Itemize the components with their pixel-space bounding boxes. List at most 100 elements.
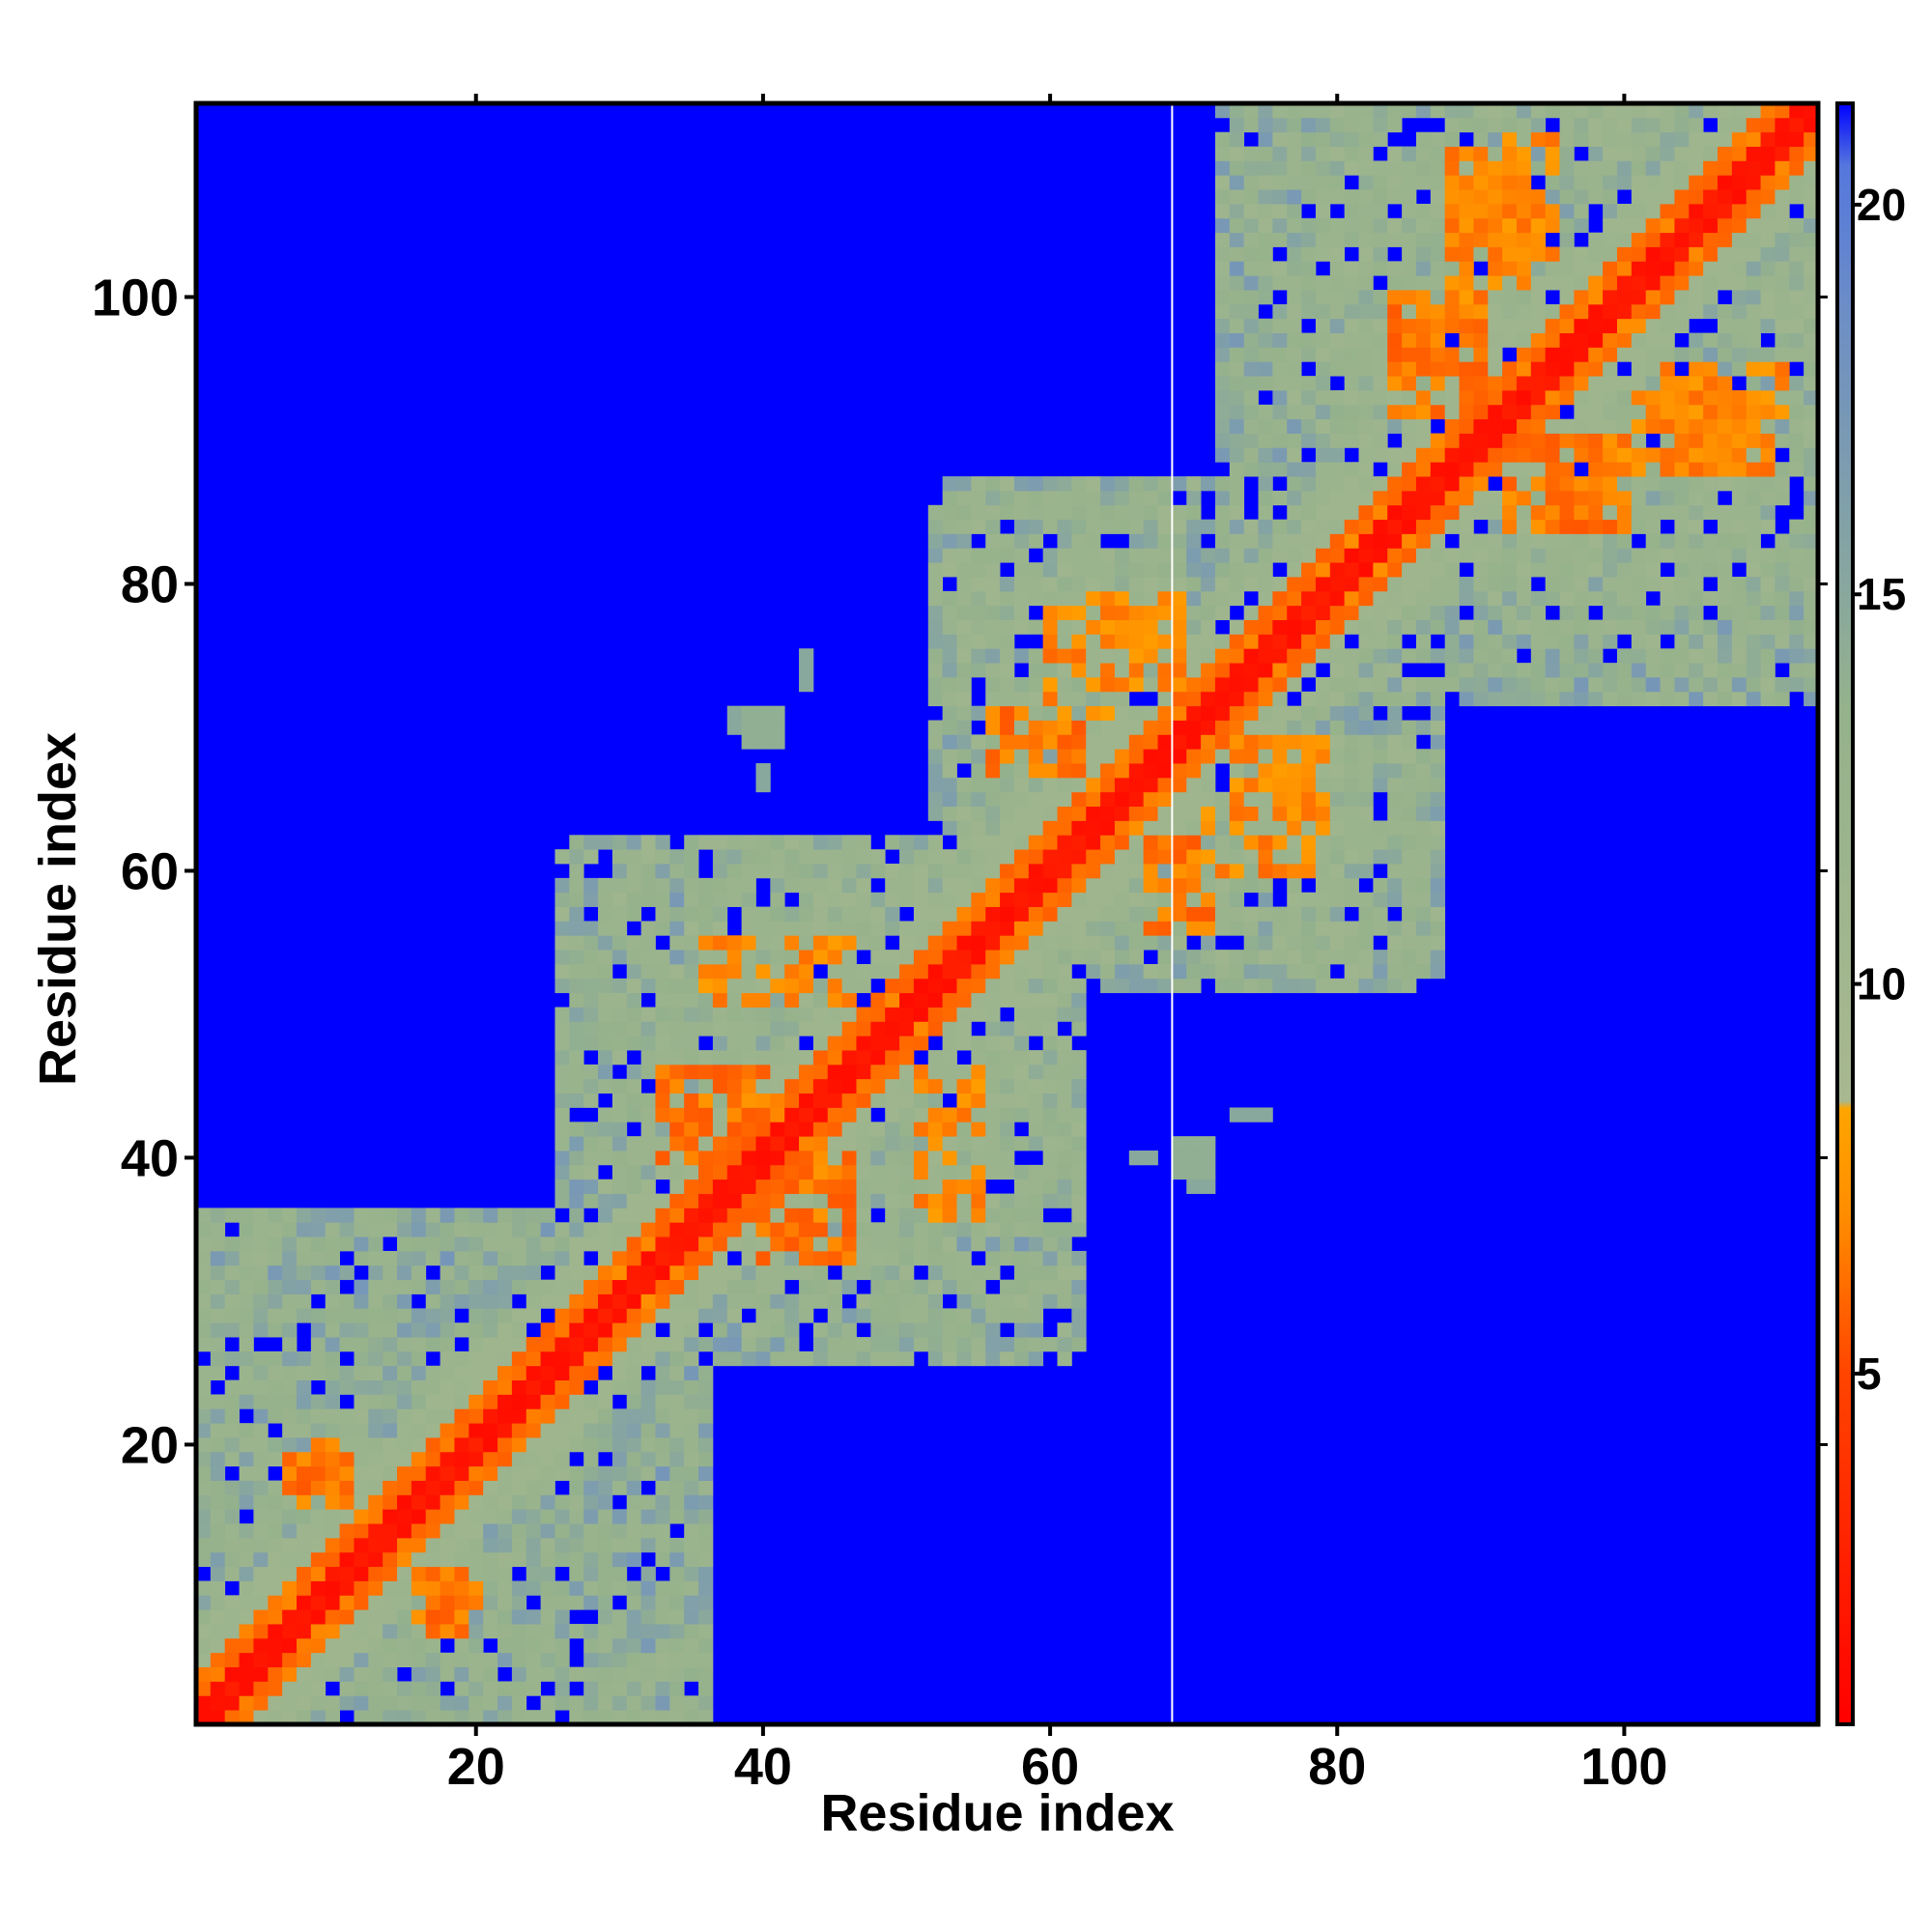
- heatmap-cell: [1616, 462, 1633, 477]
- heatmap-cell: [196, 1365, 212, 1381]
- heatmap-cell: [870, 1036, 886, 1051]
- heatmap-cell: [1444, 676, 1460, 693]
- heatmap-cell: [297, 1523, 312, 1539]
- heatmap-cell: [611, 1480, 628, 1495]
- heatmap-cell: [1100, 864, 1116, 879]
- heatmap-cell: [1459, 476, 1474, 492]
- heatmap-cell: [971, 1279, 986, 1294]
- heatmap-cell: [1186, 476, 1202, 492]
- heatmap-cell: [1315, 131, 1331, 147]
- heatmap-cell: [669, 1451, 685, 1467]
- heatmap-cell: [669, 1637, 685, 1654]
- heatmap-cell: [1028, 1250, 1044, 1266]
- heatmap-cell: [411, 1566, 427, 1581]
- heatmap-cell: [1631, 347, 1647, 362]
- heatmap-cell: [956, 476, 972, 492]
- heatmap-cell: [1344, 519, 1359, 534]
- heatmap-cell: [626, 1580, 642, 1596]
- heatmap-cell: [1042, 835, 1058, 850]
- heatmap-cell: [1473, 634, 1489, 649]
- heatmap-cell: [1258, 189, 1273, 205]
- heatmap-cell: [1731, 590, 1747, 607]
- heatmap-cell: [569, 849, 584, 865]
- heatmap-cell: [1057, 1179, 1072, 1194]
- heatmap-cell: [1172, 705, 1187, 721]
- heatmap-cell: [1559, 619, 1575, 635]
- heatmap-cell: [1344, 921, 1359, 936]
- heatmap-cell: [1789, 663, 1804, 678]
- heatmap-cell: [1358, 906, 1374, 922]
- heatmap-cell: [1731, 261, 1747, 276]
- heatmap-cell: [1301, 605, 1317, 620]
- heatmap-cell: [253, 1666, 269, 1682]
- heatmap-cell: [1358, 978, 1374, 994]
- heatmap-cell: [1660, 246, 1675, 262]
- heatmap-cell: [1157, 963, 1173, 980]
- heatmap-cell: [1588, 290, 1604, 305]
- heatmap-cell: [1373, 189, 1388, 205]
- heatmap-cell: [669, 963, 685, 980]
- heatmap-cell: [1631, 590, 1647, 607]
- heatmap-cell: [325, 1394, 340, 1409]
- heatmap-cell: [1731, 533, 1747, 549]
- heatmap-cell: [626, 1509, 642, 1524]
- heatmap-cell: [1186, 634, 1202, 649]
- heatmap-cell: [1258, 433, 1273, 448]
- heatmap-cell: [1229, 1107, 1245, 1122]
- heatmap-cell: [755, 1078, 771, 1094]
- heatmap-cell: [927, 663, 944, 678]
- heatmap-cell: [1402, 103, 1417, 119]
- heatmap-cell: [1444, 146, 1460, 161]
- heatmap-cell: [1358, 763, 1374, 779]
- heatmap-cell: [712, 1308, 728, 1323]
- heatmap-cell: [1301, 835, 1317, 850]
- heatmap-cell: [640, 1308, 656, 1323]
- heatmap-cell: [1042, 648, 1058, 664]
- heatmap-cell: [927, 1293, 944, 1309]
- heatmap-cell: [554, 1451, 570, 1467]
- heatmap-cell: [511, 1624, 527, 1639]
- heatmap-cell: [196, 1637, 212, 1654]
- heatmap-cell: [1459, 189, 1474, 205]
- heatmap-cell: [1229, 275, 1245, 291]
- heatmap-cell: [1430, 290, 1446, 305]
- heatmap-cell: [626, 1222, 642, 1237]
- heatmap-cell: [239, 1465, 254, 1481]
- heatmap-cell: [511, 1523, 527, 1539]
- heatmap-cell: [1329, 519, 1346, 534]
- heatmap-cell: [1731, 619, 1747, 635]
- heatmap-cell: [770, 935, 785, 951]
- heatmap-cell: [1473, 318, 1489, 333]
- heatmap-cell: [1545, 504, 1560, 521]
- heatmap-cell: [1387, 562, 1403, 578]
- heatmap-cell: [1186, 519, 1202, 534]
- heatmap-cell: [1000, 720, 1015, 735]
- heatmap-cell: [425, 1279, 440, 1294]
- heatmap-cell: [899, 1107, 915, 1122]
- heatmap-cell: [354, 1695, 369, 1711]
- heatmap-cell: [1172, 906, 1187, 922]
- x-tick-label: 100: [1580, 1738, 1667, 1796]
- heatmap-cell: [1172, 562, 1187, 578]
- heatmap-cell: [440, 1423, 455, 1438]
- heatmap-cell: [297, 1379, 312, 1395]
- heatmap-cell: [1459, 663, 1474, 678]
- heatmap-cell: [239, 1322, 254, 1338]
- heatmap-cell: [1172, 877, 1187, 894]
- heatmap-cell: [1229, 676, 1245, 693]
- heatmap-cell: [1545, 332, 1560, 348]
- heatmap-cell: [1430, 203, 1446, 219]
- heatmap-cell: [1387, 318, 1403, 333]
- heatmap-cell: [1315, 619, 1331, 635]
- heatmap-cell: [1301, 189, 1317, 205]
- heatmap-cell: [1645, 548, 1661, 563]
- heatmap-cell: [1042, 1050, 1058, 1065]
- heatmap-cell: [1588, 418, 1604, 434]
- heatmap-cell: [755, 1222, 771, 1237]
- heatmap-cell: [224, 1250, 240, 1266]
- heatmap-cell: [368, 1637, 384, 1654]
- heatmap-cell: [698, 1609, 714, 1625]
- heatmap-cell: [985, 950, 1001, 965]
- heatmap-cell: [1444, 663, 1460, 678]
- heatmap-cell: [1028, 1007, 1044, 1022]
